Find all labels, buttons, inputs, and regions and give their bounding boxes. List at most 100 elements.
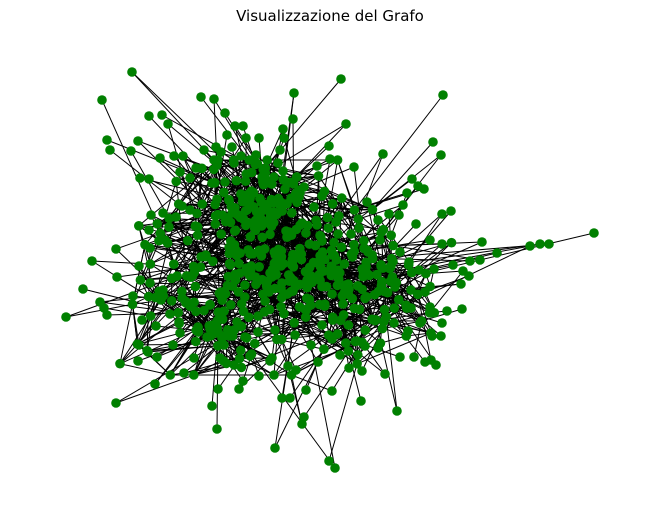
graph-node [309,202,319,212]
graph-node [144,174,154,184]
graph-node [336,74,346,84]
graph-node [382,287,393,298]
graph-node [437,239,447,249]
graph-node [166,296,177,306]
graph-node [354,304,365,315]
graph-node [419,184,429,194]
graph-node [403,260,414,270]
graph-node [177,293,187,303]
graph-node [238,121,248,131]
graph-node [436,150,446,160]
graph-node [291,251,301,261]
graph-node [290,330,300,340]
graph-node [426,328,436,338]
graph-edge [119,295,164,364]
graph-edge [150,240,189,265]
graph-node [112,272,122,282]
graph-node [259,307,270,317]
graph-node [343,279,354,289]
graph-node [163,119,173,129]
graph-node [306,340,316,350]
graph-node [424,308,435,318]
graph-edge [296,201,359,220]
graph-node [360,325,371,335]
graph-node [61,312,71,322]
graph-node [295,188,305,198]
graph-edge [155,325,197,331]
graph-node [335,350,345,360]
graph-edge [393,245,481,261]
graph-node [236,299,247,309]
graph-node [233,287,244,297]
graph-node [209,94,219,104]
graph-node [361,261,371,272]
graph-node [406,267,417,278]
graph-node [305,300,316,311]
graph-node [174,318,184,329]
graph-node [386,230,397,241]
graph-edge [356,332,432,365]
graph-node [173,199,184,209]
graph-node [175,167,185,177]
graph-node [269,370,279,380]
graph-node [146,210,156,220]
graph-node [341,119,351,129]
graph-node [329,237,339,248]
graph-node [352,359,362,369]
graph-node [278,124,288,134]
graph-edge [395,282,431,314]
graph-node [208,256,218,267]
graph-node [196,92,206,102]
graph-node [327,289,337,299]
graph-node [272,334,282,345]
graph-node [446,237,457,248]
graph-node [248,155,258,165]
graph-node [238,214,249,225]
graph-node [236,189,246,199]
graph-edge [372,178,413,210]
graph-node [210,211,221,221]
graph-node [313,357,323,367]
graph-edge [393,243,443,247]
graph-node [135,275,146,285]
graph-node [210,199,220,210]
graph-node [158,291,169,301]
graph-node [367,314,377,325]
graph-edge [271,183,382,233]
graph-edge [372,141,434,210]
graph-node [251,279,261,290]
graph-edge [358,204,404,220]
graph-node [190,221,201,231]
graph-node [364,270,375,281]
graph-node [234,384,244,394]
graph-node [234,353,245,364]
graph-node [394,294,404,305]
graph-node [357,366,367,376]
graph-node [350,336,361,347]
graph-title: Visualizzazione del Grafo [236,7,424,25]
graph-edge [354,94,444,211]
graph-node [324,141,334,151]
graph-node [254,371,264,381]
graph-node [347,293,358,304]
graph-node [246,349,257,359]
graph-node [269,258,280,268]
graph-node [218,356,229,366]
graph-node [189,353,199,363]
graph-node [258,164,269,175]
graph-node [438,90,448,100]
graph-node [301,277,312,288]
graph-node [392,406,402,416]
graph-node [135,173,145,183]
graph-node [442,306,452,316]
graph-node [87,256,97,266]
graph-node [321,281,332,292]
graph-node [288,179,299,189]
graph-node [322,212,333,223]
graph-node [411,219,421,229]
graph-node [285,393,295,403]
graph-edge [324,190,373,211]
graph-edge [273,304,321,376]
graph-node [247,201,257,212]
